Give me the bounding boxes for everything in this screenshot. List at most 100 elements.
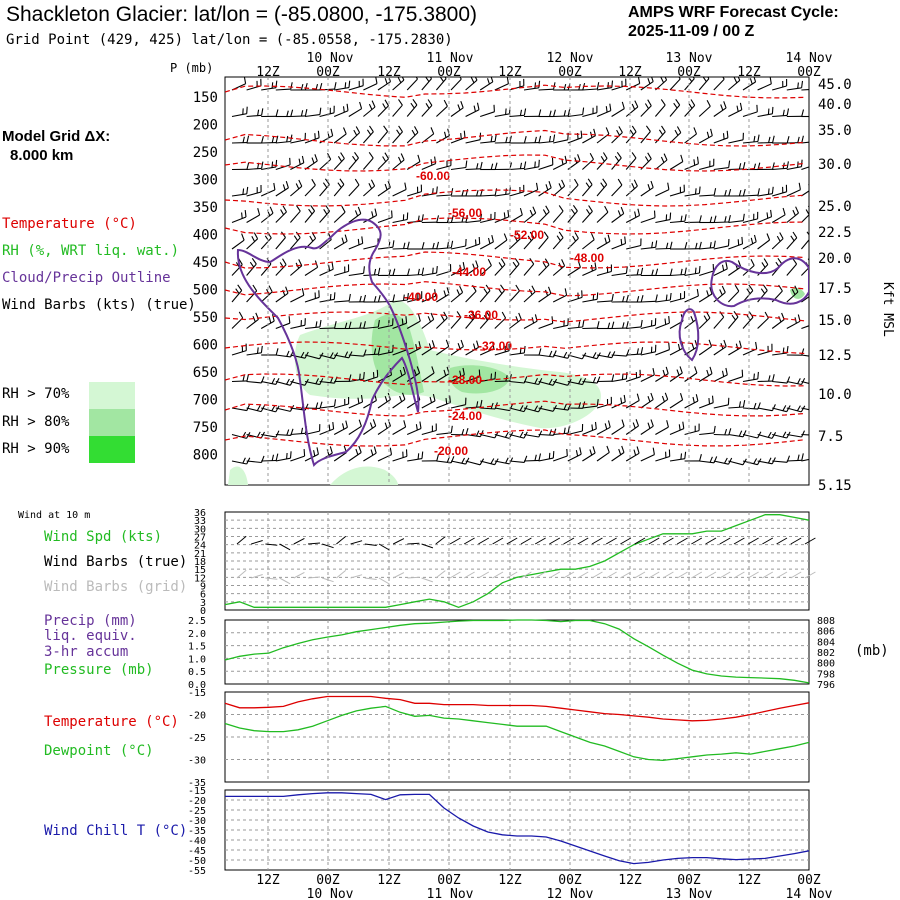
wind-barb-grid	[620, 571, 632, 579]
wind-barb	[698, 339, 713, 356]
wind-barb	[275, 82, 293, 91]
wind-barb	[450, 285, 464, 303]
pressure-panel-right-tick-label: 800	[817, 659, 835, 670]
wind-barb	[552, 231, 564, 250]
wind-barb	[655, 449, 671, 462]
windchill-panel-tick-label: -40	[188, 836, 206, 847]
bottom-hour-label: 00Z	[558, 873, 582, 888]
wind-barb-grid	[549, 571, 561, 579]
wind-barb	[713, 77, 725, 91]
wind-barb	[553, 448, 568, 462]
wind-barb	[640, 268, 659, 277]
wind-barb	[362, 125, 374, 144]
temperature-contour-label: -36.00	[464, 308, 498, 322]
wind-barb	[713, 428, 732, 436]
bottom-hour-label: 12Z	[618, 873, 642, 888]
wind-barb	[348, 101, 363, 117]
temperature-contour-label: -24.00	[448, 409, 482, 423]
wind-barb	[669, 126, 682, 144]
wind-barb	[582, 421, 597, 436]
wind-barb	[640, 210, 656, 224]
wind-barb	[626, 238, 642, 250]
wind-barb	[363, 369, 379, 383]
wind-barb-true	[350, 540, 363, 545]
wind-barb	[363, 320, 380, 330]
wind-barb	[669, 393, 684, 409]
wind-barb-grid	[776, 571, 788, 579]
wind-barb	[275, 205, 287, 223]
wind-barb	[392, 153, 405, 170]
windchill-panel-tick-label: -35	[188, 826, 206, 837]
wind-barb	[334, 264, 350, 277]
wind-barb	[377, 180, 391, 197]
wind-barb-true	[776, 537, 788, 545]
pressure-panel-tick-label: 2.5	[188, 616, 206, 627]
bottom-hour-labels: 12Z 00Z 12Z 00Z 12Z 00Z 12Z 00Z 12Z 00Z	[256, 873, 821, 888]
wind-barb	[742, 104, 758, 118]
wind-barb	[582, 321, 600, 330]
bottom-hour-label: 00Z	[316, 873, 340, 888]
wind-barb	[655, 420, 669, 435]
wind-barb	[261, 348, 279, 356]
temperature-panel-tick-label: -15	[188, 688, 206, 699]
wind-barb	[392, 99, 403, 117]
temperature-contour	[225, 373, 806, 387]
wind-barb	[450, 130, 466, 144]
wind-barb-grid	[705, 571, 717, 579]
wind-barb	[699, 158, 715, 171]
wind-barb	[728, 236, 744, 250]
temperature-contour-label: -32.00	[478, 339, 512, 353]
wind-barb	[231, 106, 248, 118]
wind-barb	[553, 403, 572, 411]
wind-panel-tick-label: 24	[194, 541, 206, 552]
wind-barb	[275, 157, 291, 171]
wind-barb	[406, 77, 418, 91]
wind-barb	[348, 294, 367, 303]
wind-barb	[421, 366, 435, 382]
series-line	[224, 514, 810, 608]
wind-barb	[625, 208, 641, 223]
wind-barb	[363, 77, 378, 91]
wind-barb	[319, 262, 334, 277]
wind-barb	[713, 285, 726, 303]
model-grid-value: 8.000 km	[10, 147, 74, 164]
wind-barb	[523, 159, 540, 171]
wind-barb	[655, 392, 669, 409]
wind-barb	[406, 341, 422, 356]
top-hour-label: 12Z	[377, 65, 401, 80]
wind-barb-grid	[506, 571, 518, 579]
legend-wind: Wind Barbs (kts) (true)	[2, 297, 196, 313]
legend-rh80-label: RH > 80%	[2, 414, 70, 430]
wind-barb-true	[762, 537, 774, 545]
wind-barb	[552, 179, 566, 197]
wind-barb	[698, 287, 713, 303]
wind-barb	[713, 238, 730, 250]
wind-barb	[406, 421, 422, 436]
wind-barb	[333, 178, 345, 197]
rh70-region-bottom-left	[228, 466, 248, 485]
wind-barb	[406, 126, 419, 144]
wind-barb-true	[790, 537, 802, 545]
wind-barb	[684, 241, 702, 250]
wind-barb	[231, 284, 243, 303]
wind-panel-tick-label: 30	[194, 524, 206, 535]
series-line	[224, 695, 810, 722]
wind-barb	[538, 258, 550, 276]
wind-barb	[597, 321, 615, 330]
wind-barb	[333, 234, 348, 250]
wind-barb	[363, 295, 381, 303]
wind-barb-true	[719, 537, 731, 545]
temperature-contour-label: -28.00	[448, 373, 482, 387]
wind-barb	[713, 130, 729, 144]
temperature-contour-label: -48.00	[570, 251, 604, 265]
wind-panel-tick-label: 18	[194, 557, 206, 568]
wind-barb-grid	[534, 571, 546, 579]
wind-barb	[392, 241, 410, 250]
height-tick-label: 15.0	[818, 313, 852, 329]
wind-barb	[786, 430, 806, 438]
wind-barb	[611, 236, 627, 250]
wind-barb	[611, 321, 629, 330]
pressure-panel-right-tick-label: 806	[817, 627, 835, 638]
wind-barb	[698, 77, 710, 91]
